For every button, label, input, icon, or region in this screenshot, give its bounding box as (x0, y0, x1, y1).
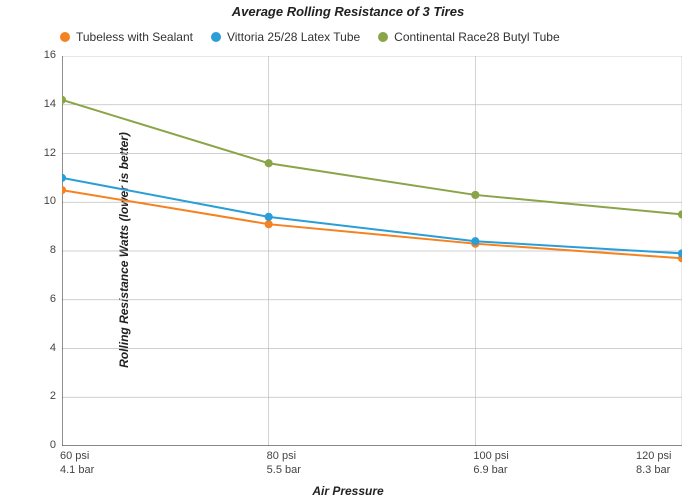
legend-item-continental: Continental Race28 Butyl Tube (378, 30, 559, 44)
y-tick: 10 (28, 195, 56, 207)
x-axis-label: Air Pressure (0, 484, 696, 498)
y-tick: 16 (28, 49, 56, 61)
y-tick: 14 (28, 98, 56, 110)
legend-marker-tubeless (60, 32, 70, 42)
y-tick: 4 (28, 342, 56, 354)
x-tick: 80 psi5.5 bar (267, 450, 301, 478)
x-tick: 100 psi6.9 bar (473, 450, 508, 478)
x-tick: 120 psi8.3 bar (636, 450, 671, 478)
legend-marker-continental (378, 32, 388, 42)
legend-marker-vittoria (211, 32, 221, 42)
legend-label-continental: Continental Race28 Butyl Tube (394, 30, 559, 44)
y-tick: 6 (28, 293, 56, 305)
y-tick: 12 (28, 147, 56, 159)
series-group (62, 96, 682, 262)
legend-label-vittoria: Vittoria 25/28 Latex Tube (227, 30, 360, 44)
x-tick: 60 psi4.1 bar (60, 450, 94, 478)
chart-frame: Average Rolling Resistance of 3 Tires Tu… (0, 0, 696, 500)
y-tick: 2 (28, 390, 56, 402)
legend-item-tubeless: Tubeless with Sealant (60, 30, 193, 44)
y-tick: 8 (28, 244, 56, 256)
y-tick: 0 (28, 439, 56, 451)
legend: Tubeless with Sealant Vittoria 25/28 Lat… (60, 30, 560, 44)
legend-label-tubeless: Tubeless with Sealant (76, 30, 193, 44)
plot-area (62, 56, 682, 446)
chart-title: Average Rolling Resistance of 3 Tires (0, 4, 696, 19)
legend-item-vittoria: Vittoria 25/28 Latex Tube (211, 30, 360, 44)
